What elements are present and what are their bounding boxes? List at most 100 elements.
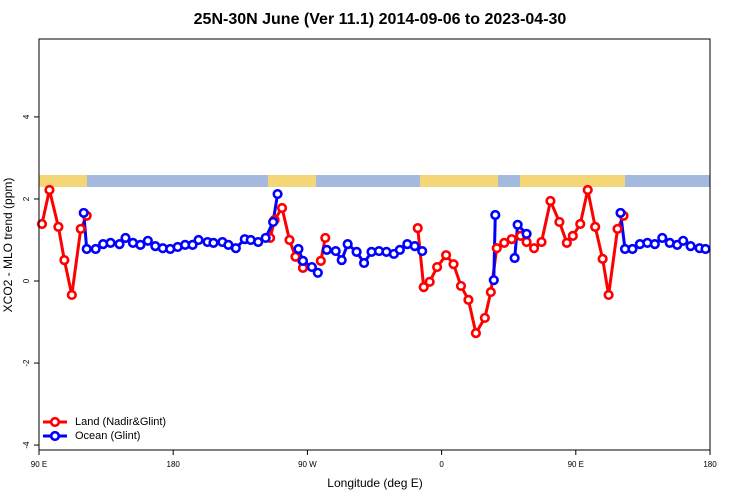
- land-mask-band: [39, 175, 710, 187]
- x-tick-label: 90 E: [31, 460, 47, 469]
- y-tick-label: 2: [22, 196, 31, 201]
- data-point: [615, 207, 626, 219]
- x-axis-label: Longitude (deg E): [327, 476, 422, 490]
- y-tick-label: -2: [22, 359, 31, 367]
- data-point: [603, 289, 614, 301]
- data-point: [490, 209, 501, 221]
- data-point: [306, 261, 317, 273]
- data-point: [521, 236, 532, 248]
- chart-title: 25N-30N June (Ver 11.1) 2014-09-06 to 20…: [194, 11, 567, 28]
- y-tick-label: 4: [22, 114, 31, 119]
- y-tick-label: -4: [22, 441, 31, 449]
- data-point: [649, 238, 660, 250]
- x-tick-label: 180: [703, 460, 717, 469]
- data-point: [78, 207, 89, 219]
- data-point: [208, 237, 219, 248]
- data-point: [597, 253, 608, 264]
- data-point: [512, 219, 523, 230]
- data-point: [351, 246, 362, 257]
- data-point: [424, 276, 435, 287]
- data-point: [66, 289, 77, 301]
- data-point: [135, 239, 146, 251]
- data-point: [627, 243, 638, 255]
- data-point: [700, 243, 711, 255]
- data-point: [417, 245, 428, 257]
- data-point: [81, 243, 92, 255]
- data-point: [272, 188, 283, 200]
- data-point: [678, 235, 689, 246]
- data-point: [455, 280, 467, 292]
- data-point: [463, 294, 474, 305]
- data-point: [491, 243, 502, 254]
- data-point: [342, 238, 353, 250]
- legend-label: Ocean (Glint): [75, 430, 140, 442]
- x-tick-label: 180: [167, 460, 181, 469]
- data-point: [59, 254, 70, 266]
- data-point: [509, 252, 520, 264]
- data-point: [394, 244, 405, 255]
- data-point: [105, 237, 116, 248]
- data-point: [142, 235, 153, 246]
- data-point: [321, 244, 332, 255]
- data-point: [293, 243, 304, 255]
- data-point: [193, 234, 204, 246]
- data-point: [312, 267, 323, 278]
- data-point: [284, 234, 295, 246]
- data-point: [336, 254, 347, 266]
- data-point: [582, 184, 593, 196]
- data-point: [412, 222, 423, 234]
- data-point: [499, 237, 510, 248]
- data-point: [230, 243, 241, 254]
- legend-marker: [49, 416, 61, 428]
- data-point: [470, 327, 481, 339]
- data-point: [685, 241, 696, 252]
- data-point: [409, 241, 420, 252]
- data-point: [545, 195, 556, 207]
- data-point: [90, 243, 101, 255]
- data-point: [506, 234, 517, 245]
- data-point: [657, 232, 668, 244]
- data-point: [418, 282, 429, 293]
- data-point: [276, 202, 288, 214]
- data-point: [485, 286, 496, 298]
- data-point: [120, 232, 131, 244]
- data-point: [432, 261, 443, 273]
- x-tick-label: 90 W: [298, 460, 317, 469]
- data-point: [36, 218, 48, 230]
- legend-label: Land (Nadir&Glint): [75, 416, 166, 428]
- x-tick-label: 0: [439, 460, 444, 469]
- data-point: [315, 255, 326, 267]
- data-point: [612, 223, 623, 235]
- data-point: [561, 237, 572, 248]
- data-point: [330, 245, 341, 257]
- series-line: [40, 189, 89, 296]
- y-tick-label: 0: [22, 278, 31, 283]
- data-point: [528, 243, 540, 254]
- data-point: [536, 236, 547, 248]
- data-point: [521, 228, 532, 239]
- legend-marker: [49, 430, 61, 442]
- data-point: [567, 230, 578, 241]
- data-point: [268, 216, 279, 228]
- data-point: [114, 238, 125, 250]
- data-point: [53, 221, 64, 232]
- data-point: [554, 216, 565, 228]
- series-line: [416, 189, 625, 338]
- data-point: [297, 255, 309, 267]
- data-point: [75, 223, 86, 235]
- data-point: [488, 275, 499, 286]
- data-point: [575, 218, 586, 230]
- x-tick-label: 90 E: [568, 460, 584, 469]
- data-point: [320, 232, 331, 244]
- y-axis-label: XCO2 - MLO trend (ppm): [1, 178, 15, 313]
- data-point: [260, 232, 271, 244]
- data-point: [358, 257, 370, 269]
- plot-frame: [38, 38, 711, 451]
- data-point: [440, 250, 452, 261]
- data-point: [590, 221, 601, 232]
- data-point: [253, 236, 264, 248]
- data-point: [479, 312, 490, 324]
- data-point: [448, 259, 459, 270]
- data-point: [44, 184, 55, 196]
